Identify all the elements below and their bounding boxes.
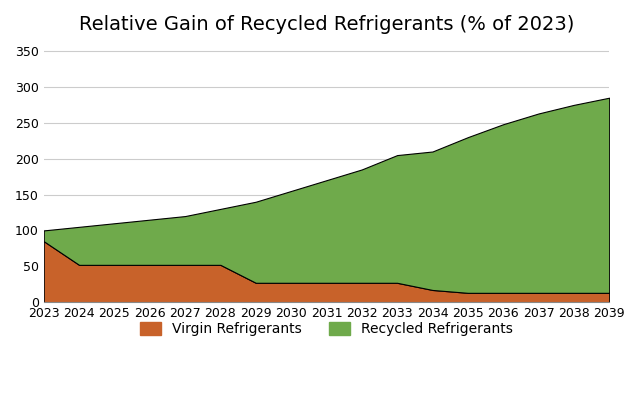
Legend: Virgin Refrigerants, Recycled Refrigerants: Virgin Refrigerants, Recycled Refrigeran…: [134, 316, 518, 342]
Title: Relative Gain of Recycled Refrigerants (% of 2023): Relative Gain of Recycled Refrigerants (…: [79, 15, 574, 34]
